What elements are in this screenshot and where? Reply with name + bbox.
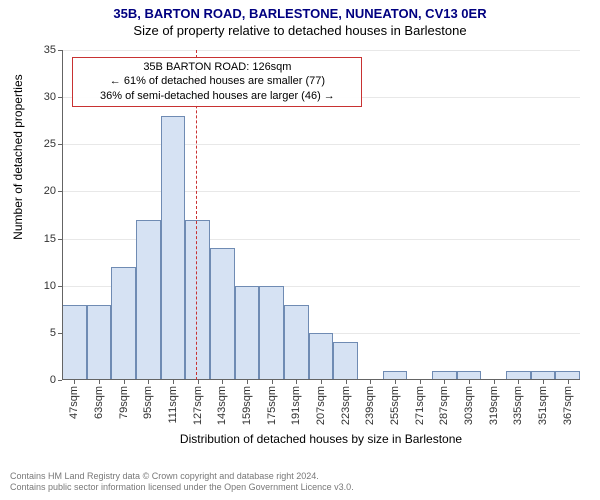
x-tick-label: 319sqm — [488, 386, 500, 425]
x-tick-mark — [346, 380, 347, 384]
y-tick-mark — [58, 380, 62, 381]
x-tick-label: 127sqm — [192, 386, 204, 425]
histogram-bar — [333, 342, 358, 380]
footer-line-1: Contains HM Land Registry data © Crown c… — [10, 471, 354, 483]
page-title: 35B, BARTON ROAD, BARLESTONE, NUNEATON, … — [0, 0, 600, 21]
x-tick-label: 191sqm — [290, 386, 302, 425]
x-tick-label: 159sqm — [241, 386, 253, 425]
attribution-footer: Contains HM Land Registry data © Crown c… — [10, 471, 354, 494]
x-tick-label: 271sqm — [414, 386, 426, 425]
annotation-line: ← 61% of detached houses are smaller (77… — [79, 74, 355, 89]
histogram-bar — [210, 248, 235, 380]
y-tick-label: 20 — [44, 185, 56, 197]
x-tick-mark — [272, 380, 273, 384]
x-tick-mark — [568, 380, 569, 384]
footer-line-2: Contains public sector information licen… — [10, 482, 354, 494]
histogram-bar — [185, 220, 210, 380]
x-tick-mark — [420, 380, 421, 384]
x-tick-mark — [99, 380, 100, 384]
x-tick-label: 255sqm — [389, 386, 401, 425]
plot-area: 0510152025303547sqm63sqm79sqm95sqm111sqm… — [62, 50, 580, 380]
histogram-bar — [309, 333, 334, 380]
x-tick-mark — [543, 380, 544, 384]
histogram-bar — [284, 305, 309, 380]
annotation-line: 35B BARTON ROAD: 126sqm — [79, 60, 355, 75]
x-tick-label: 63sqm — [93, 386, 105, 419]
histogram-bar — [136, 220, 161, 380]
x-tick-mark — [148, 380, 149, 384]
x-axis-label: Distribution of detached houses by size … — [62, 432, 580, 446]
y-tick-label: 15 — [44, 233, 56, 245]
histogram-bar — [235, 286, 260, 380]
histogram-bar — [87, 305, 112, 380]
x-tick-mark — [370, 380, 371, 384]
y-tick-label: 35 — [44, 44, 56, 56]
x-tick-mark — [444, 380, 445, 384]
x-tick-label: 47sqm — [68, 386, 80, 419]
x-tick-mark — [494, 380, 495, 384]
page-subtitle: Size of property relative to detached ho… — [0, 21, 600, 38]
y-tick-label: 5 — [50, 327, 56, 339]
x-tick-mark — [173, 380, 174, 384]
x-tick-mark — [247, 380, 248, 384]
histogram-chart: 0510152025303547sqm63sqm79sqm95sqm111sqm… — [62, 50, 580, 380]
x-tick-mark — [198, 380, 199, 384]
x-tick-label: 239sqm — [364, 386, 376, 425]
y-tick-label: 10 — [44, 280, 56, 292]
x-tick-mark — [74, 380, 75, 384]
x-tick-mark — [222, 380, 223, 384]
x-tick-label: 95sqm — [142, 386, 154, 419]
x-tick-label: 79sqm — [118, 386, 130, 419]
x-tick-mark — [518, 380, 519, 384]
x-tick-label: 143sqm — [216, 386, 228, 425]
x-tick-mark — [469, 380, 470, 384]
histogram-bar — [111, 267, 136, 380]
gridline — [62, 50, 580, 51]
x-tick-label: 335sqm — [512, 386, 524, 425]
x-tick-mark — [321, 380, 322, 384]
x-tick-label: 175sqm — [266, 386, 278, 425]
histogram-bar — [62, 305, 87, 380]
histogram-bar — [161, 116, 186, 380]
annotation-line: 36% of semi-detached houses are larger (… — [79, 89, 355, 104]
x-tick-label: 351sqm — [537, 386, 549, 425]
x-axis-line — [62, 379, 580, 380]
x-tick-label: 303sqm — [463, 386, 475, 425]
x-tick-label: 111sqm — [167, 386, 179, 424]
x-tick-mark — [124, 380, 125, 384]
x-tick-mark — [395, 380, 396, 384]
y-axis-line — [62, 50, 63, 380]
annotation-box: 35B BARTON ROAD: 126sqm← 61% of detached… — [72, 57, 362, 108]
x-tick-label: 287sqm — [438, 386, 450, 425]
gridline — [62, 144, 580, 145]
histogram-bar — [259, 286, 284, 380]
x-tick-label: 207sqm — [315, 386, 327, 425]
y-tick-label: 0 — [50, 374, 56, 386]
x-tick-mark — [296, 380, 297, 384]
x-tick-label: 223sqm — [340, 386, 352, 425]
y-axis-label: Number of detached properties — [11, 74, 25, 239]
x-tick-label: 367sqm — [562, 386, 574, 425]
y-tick-label: 25 — [44, 138, 56, 150]
y-tick-label: 30 — [44, 91, 56, 103]
gridline — [62, 191, 580, 192]
